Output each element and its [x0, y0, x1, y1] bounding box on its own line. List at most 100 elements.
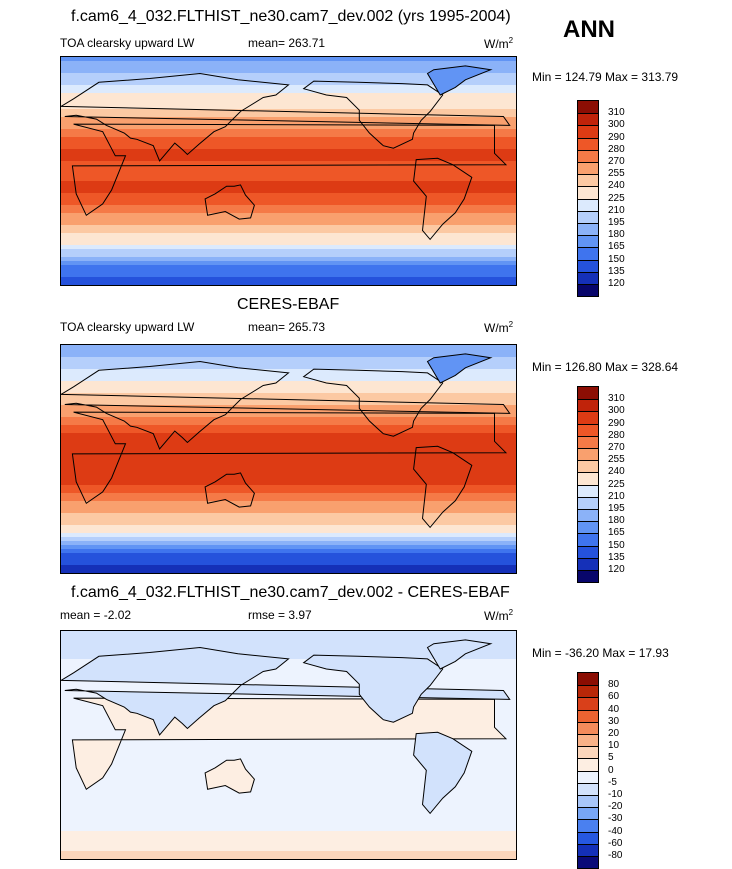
colorbar-swatch [578, 697, 598, 710]
colorbar-tick-label: 150 [608, 253, 625, 265]
colorbar-tick-label: 150 [608, 539, 625, 551]
colorbar-tick-label: 30 [608, 715, 620, 727]
panel3-title: f.cam6_4_032.FLTHIST_ne30.cam7_dev.002 -… [71, 584, 510, 601]
colorbar-swatch [578, 509, 598, 522]
contour-band [61, 675, 516, 679]
colorbar-swatch [578, 210, 598, 223]
contour-band [61, 81, 516, 85]
contour-band [61, 113, 516, 117]
contour-band [61, 449, 516, 453]
contour-band [61, 197, 516, 201]
contour-band [61, 361, 516, 365]
contour-band [61, 69, 516, 73]
colorbar-swatch [578, 758, 598, 771]
contour-band [61, 739, 516, 743]
colorbar-swatch [578, 557, 598, 570]
contour-band [61, 429, 516, 433]
contour-band [61, 561, 516, 565]
contour-band [61, 533, 516, 537]
colorbar-swatch [578, 533, 598, 546]
colorbar-tick-label: 10 [608, 740, 620, 752]
contour-band [61, 465, 516, 469]
contour-band [61, 181, 516, 185]
colorbar-swatch [578, 149, 598, 162]
contour-band [61, 667, 516, 671]
contour-band [61, 381, 516, 385]
contour-band [61, 659, 516, 663]
contour-band [61, 525, 516, 529]
colorbar-swatch [578, 496, 598, 509]
colorbar-tick-label: 270 [608, 442, 625, 453]
colorbar-swatch [578, 521, 598, 534]
colorbar-tick-label: 240 [608, 466, 625, 478]
colorbar-swatch [578, 448, 598, 461]
contour-band [61, 253, 516, 257]
contour-band [61, 529, 516, 533]
coastline-australia [204, 472, 255, 508]
coastline-europe-asia [61, 360, 511, 450]
colorbar-tick-label: 120 [608, 278, 625, 289]
colorbar-tick-label: 240 [608, 180, 625, 192]
coastline-greenland [426, 353, 493, 384]
contour-band [61, 679, 516, 683]
contour-band [61, 105, 516, 109]
contour-band [61, 791, 516, 795]
colorbar-swatch [578, 770, 598, 783]
colorbar-swatch [578, 484, 598, 497]
colorbar-tick-label: 210 [608, 204, 625, 216]
colorbar-tick-label: -40 [608, 825, 623, 837]
contour-band [61, 97, 516, 101]
contour-band [61, 639, 516, 643]
colorbar-swatch [578, 387, 598, 400]
contour-band [61, 807, 516, 811]
contour-band [61, 141, 516, 145]
contour-band [61, 89, 516, 93]
colorbar-swatch [578, 721, 598, 734]
contour-band [61, 775, 516, 779]
coastline-africa [71, 411, 508, 505]
page-title: f.cam6_4_032.FLTHIST_ne30.cam7_dev.002 (… [71, 8, 511, 25]
contour-band [61, 133, 516, 137]
contour-band [61, 177, 516, 181]
panel1-mean: mean= 263.71 [248, 36, 326, 50]
contour-band [61, 365, 516, 369]
contour-band [61, 217, 516, 221]
contour-band [61, 157, 516, 161]
panel2-units: W/m2 [484, 320, 514, 335]
contour-band [61, 683, 516, 687]
contour-band [61, 121, 516, 125]
colorbar-swatch [578, 411, 598, 424]
colorbar-tick-label: 195 [608, 217, 625, 228]
colorbar-tick-label: 310 [608, 393, 625, 405]
colorbar-swatch [578, 460, 598, 473]
contour-band [61, 393, 516, 397]
colorbar-swatch [578, 271, 598, 284]
contour-band [61, 169, 516, 173]
contour-band [61, 521, 516, 525]
contour-band [61, 221, 516, 225]
contour-band [61, 767, 516, 771]
contour-band [61, 373, 516, 377]
contour-band [61, 787, 516, 791]
colorbar-swatch [578, 284, 598, 297]
contour-band [61, 61, 516, 65]
colorbar-swatch [578, 259, 598, 272]
panel2-minmax: Min = 126.80 Max = 328.64 [532, 360, 679, 374]
colorbar-swatch [578, 101, 598, 114]
contour-band [61, 213, 516, 217]
panel3-minmax: Min = -36.20 Max = 17.93 [532, 646, 669, 660]
coastline-n-america [302, 368, 444, 437]
colorbar-tick-label: 310 [608, 107, 625, 119]
colorbar-swatch [578, 673, 598, 686]
contour-band [61, 803, 516, 807]
contour-band [61, 345, 516, 349]
coastline-s-america [413, 731, 473, 815]
contour-band [61, 557, 516, 561]
contour-band [61, 101, 516, 105]
contour-band [61, 489, 516, 493]
contour-band [61, 847, 516, 851]
contour-band [61, 241, 516, 245]
contour-band [61, 453, 516, 457]
contour-band [61, 93, 516, 97]
panel1-minmax: Min = 124.79 Max = 313.79 [532, 70, 679, 84]
